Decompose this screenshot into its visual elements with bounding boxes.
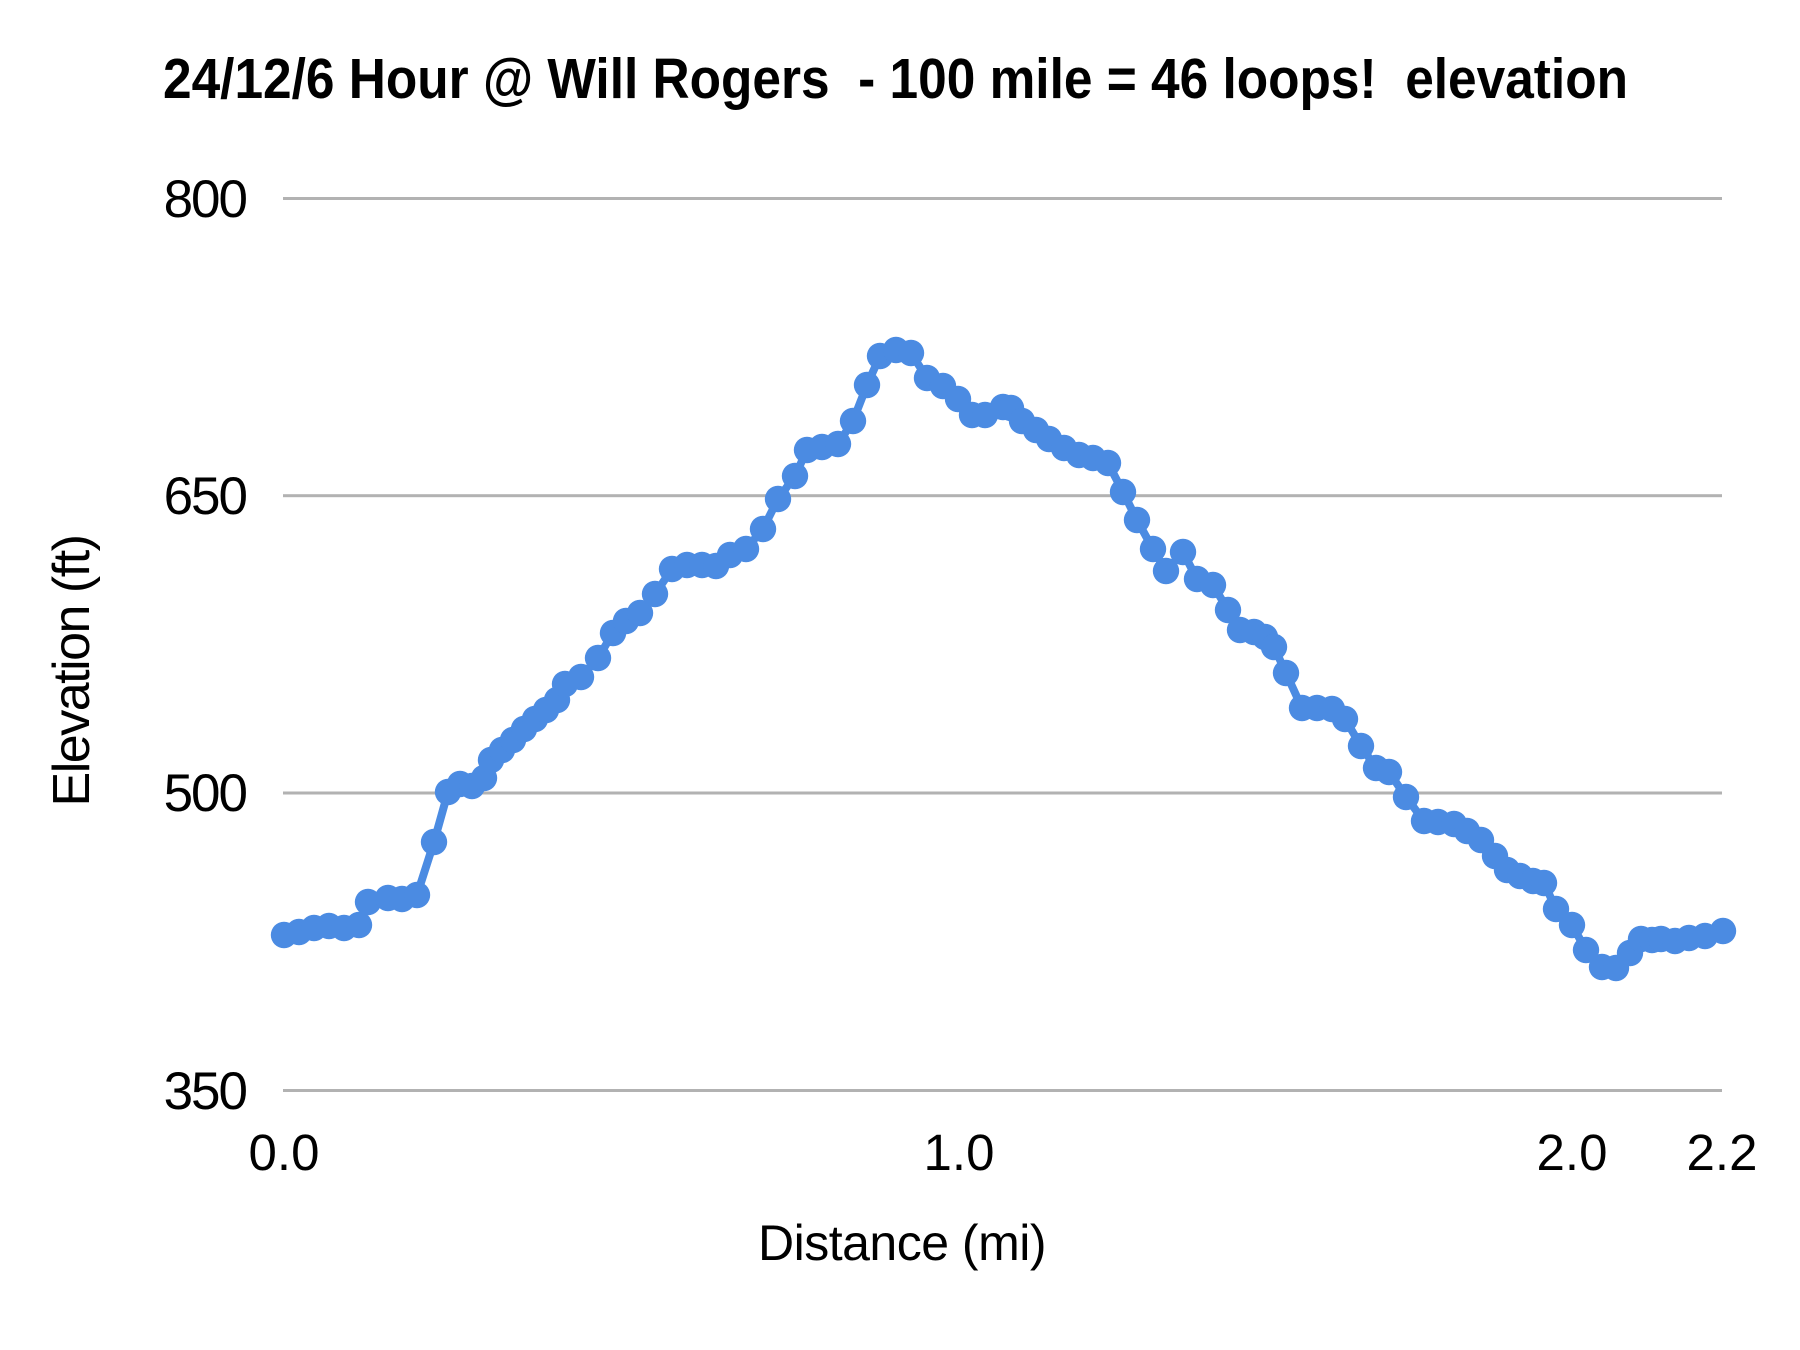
svg-text:650: 650 — [164, 467, 247, 526]
svg-text:Distance (mi): Distance (mi) — [758, 1215, 1046, 1271]
svg-text:800: 800 — [164, 170, 247, 229]
svg-text:0.0: 0.0 — [249, 1124, 320, 1181]
svg-text:2.2: 2.2 — [1687, 1124, 1758, 1181]
svg-text:350: 350 — [164, 1062, 247, 1121]
svg-text:24/12/6 Hour @ Will Rogers -: 24/12/6 Hour @ Will Rogers - 100 mile = … — [163, 47, 1628, 111]
svg-text:2.0: 2.0 — [1537, 1124, 1608, 1181]
svg-text:500: 500 — [164, 764, 247, 823]
svg-text:1.0: 1.0 — [924, 1124, 995, 1181]
svg-text:Elevation (ft): Elevation (ft) — [43, 536, 101, 807]
